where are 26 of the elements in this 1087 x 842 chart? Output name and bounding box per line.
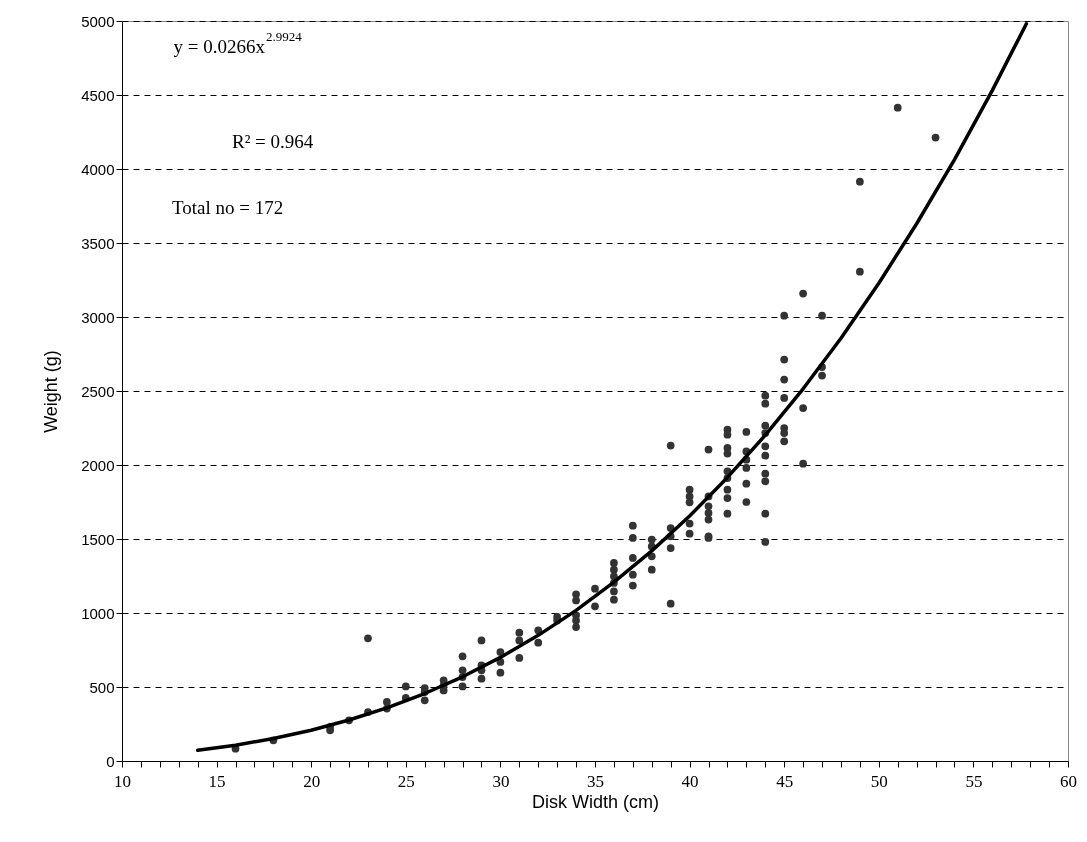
x-tick-label: 25 bbox=[397, 771, 415, 791]
y-tick-label: 1500 bbox=[81, 530, 115, 548]
x-tick-label: 30 bbox=[492, 771, 510, 791]
x-tick-label: 50 bbox=[870, 771, 888, 791]
y-tick-label: 3000 bbox=[81, 308, 115, 326]
y-tick-label: 2500 bbox=[81, 382, 115, 400]
y-tick-label: 500 bbox=[89, 678, 115, 696]
x-axis-title: Disk Width (cm) bbox=[532, 791, 659, 812]
x-tick-label: 45 bbox=[776, 771, 794, 791]
y-tick-label: 5000 bbox=[81, 12, 115, 30]
x-tick-label: 15 bbox=[208, 771, 226, 791]
y-tick-label: 4000 bbox=[81, 160, 115, 178]
y-axis-title: Weight (g) bbox=[41, 350, 62, 433]
annotation: R² = 0.964 bbox=[232, 131, 314, 152]
x-tick-label: 55 bbox=[965, 771, 983, 791]
y-tick-label: 0 bbox=[106, 752, 115, 770]
x-tick-label: 40 bbox=[681, 771, 699, 791]
annotation: Total no = 172 bbox=[172, 197, 284, 218]
y-tick-label: 4500 bbox=[81, 86, 115, 104]
y-tick-label: 3500 bbox=[81, 234, 115, 252]
x-tick-label: 10 bbox=[114, 771, 131, 791]
y-tick-label: 1000 bbox=[81, 604, 115, 622]
x-tick-label: 60 bbox=[1060, 771, 1077, 791]
y-tick-label: 2000 bbox=[81, 456, 115, 474]
x-tick-label: 20 bbox=[303, 771, 321, 791]
x-tick-label: 35 bbox=[587, 771, 604, 791]
